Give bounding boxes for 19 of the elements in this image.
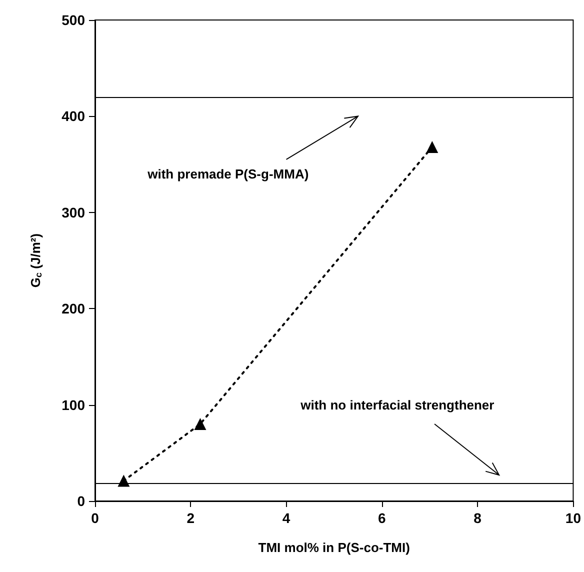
point [118,474,130,487]
x-tick-label: 2 [186,510,195,526]
y-tick-label: 200 [62,300,86,317]
point [426,140,438,153]
x-tick-label: 10 [565,510,582,526]
annotation: with no interfacial strengthener [300,397,494,412]
x-tick-label: 6 [378,510,386,526]
x-tick-label: 4 [282,510,290,526]
annotation: with premade P(S-g-MMA) [146,166,309,182]
y-tick-label: 300 [62,204,86,220]
y-tick-label: 0 [77,493,86,509]
y-tick-label: 100 [62,396,86,413]
x-tick-label: 0 [91,510,100,526]
x-axis-title: TMI mol% in P(S-co-TMI) [258,540,410,555]
y-axis-title: Gc (J/m²) [28,233,44,288]
y-tick-label: 500 [62,12,86,28]
x-tick-label: 8 [474,510,482,526]
y-tick-label: 400 [62,108,86,124]
point [194,418,206,430]
